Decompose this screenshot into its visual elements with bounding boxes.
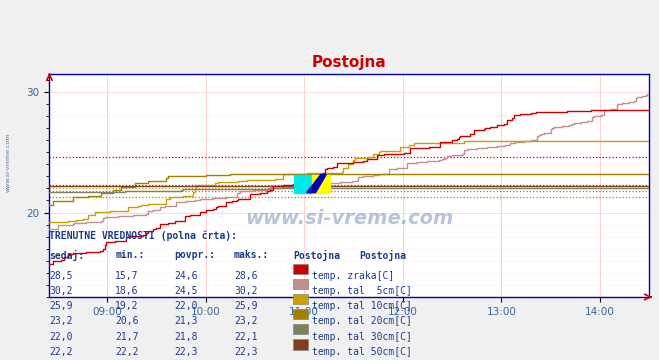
Polygon shape: [306, 175, 326, 193]
Text: 23,2: 23,2: [234, 316, 258, 327]
Text: 22,1: 22,1: [234, 332, 258, 342]
Text: temp. tal 20cm[C]: temp. tal 20cm[C]: [312, 316, 412, 327]
Text: 28,6: 28,6: [234, 271, 258, 281]
Text: 21,8: 21,8: [175, 332, 198, 342]
Text: temp. tal 50cm[C]: temp. tal 50cm[C]: [312, 347, 412, 357]
Bar: [295, 175, 312, 193]
Text: min.:: min.:: [115, 250, 145, 260]
Text: maks.:: maks.:: [234, 250, 269, 260]
Text: 22,2: 22,2: [49, 347, 73, 357]
Text: 15,7: 15,7: [115, 271, 139, 281]
Text: 19,2: 19,2: [115, 301, 139, 311]
Text: Postojna: Postojna: [359, 250, 406, 261]
Text: 18,6: 18,6: [115, 286, 139, 296]
Text: 22,0: 22,0: [49, 332, 73, 342]
Text: 21,3: 21,3: [175, 316, 198, 327]
Text: 20,6: 20,6: [115, 316, 139, 327]
Text: 22,2: 22,2: [115, 347, 139, 357]
Text: 25,9: 25,9: [234, 301, 258, 311]
Text: 28,5: 28,5: [49, 271, 73, 281]
Text: povpr.:: povpr.:: [175, 250, 215, 260]
Text: www.si-vreme.com: www.si-vreme.com: [5, 132, 11, 192]
Text: Postojna: Postojna: [293, 250, 340, 261]
Text: 23,2: 23,2: [49, 316, 73, 327]
Text: 22,3: 22,3: [175, 347, 198, 357]
Text: 24,5: 24,5: [175, 286, 198, 296]
Text: temp. tal  5cm[C]: temp. tal 5cm[C]: [312, 286, 412, 296]
Bar: [312, 175, 330, 193]
Text: 21,7: 21,7: [115, 332, 139, 342]
Title: Postojna: Postojna: [312, 55, 387, 70]
Text: 30,2: 30,2: [234, 286, 258, 296]
Text: TRENUTNE VREDNOSTI (polna črta):: TRENUTNE VREDNOSTI (polna črta):: [49, 230, 237, 241]
Text: 24,6: 24,6: [175, 271, 198, 281]
Text: 30,2: 30,2: [49, 286, 73, 296]
Text: 22,3: 22,3: [234, 347, 258, 357]
Text: temp. tal 10cm[C]: temp. tal 10cm[C]: [312, 301, 412, 311]
Text: sedaj:: sedaj:: [49, 250, 84, 261]
Text: www.si-vreme.com: www.si-vreme.com: [245, 210, 453, 228]
Text: temp. zraka[C]: temp. zraka[C]: [312, 271, 394, 281]
Text: 25,9: 25,9: [49, 301, 73, 311]
Text: temp. tal 30cm[C]: temp. tal 30cm[C]: [312, 332, 412, 342]
Text: 22,0: 22,0: [175, 301, 198, 311]
